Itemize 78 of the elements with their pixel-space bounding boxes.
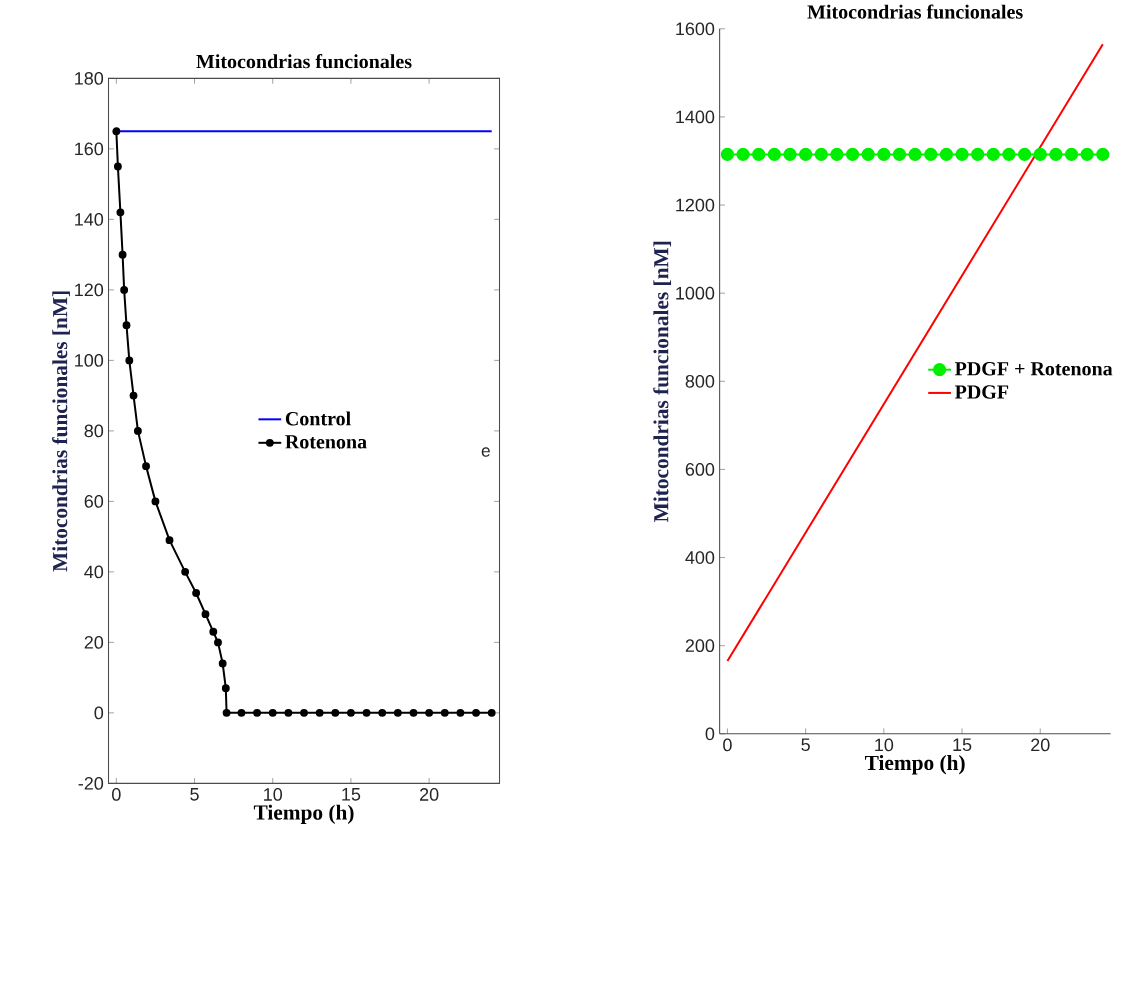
y-tick-label: 200 bbox=[685, 639, 715, 653]
point bbox=[268, 709, 277, 717]
point bbox=[133, 427, 142, 435]
point bbox=[284, 709, 293, 717]
y-axis-title: Mitocondrias funcionales [nM] bbox=[653, 242, 672, 523]
y-tick-label: 1400 bbox=[676, 110, 715, 124]
point bbox=[378, 709, 387, 717]
y-tick-label: 400 bbox=[685, 551, 715, 565]
y-tick-label: 20 bbox=[84, 636, 104, 649]
point bbox=[165, 536, 174, 545]
point bbox=[125, 356, 134, 365]
legend-label: Rotenona bbox=[285, 435, 367, 449]
point bbox=[347, 709, 355, 717]
x-tick-label: 20 bbox=[420, 788, 439, 801]
point bbox=[472, 709, 480, 717]
point bbox=[122, 321, 131, 330]
y-tick-label: 0 bbox=[94, 706, 104, 720]
point bbox=[120, 286, 129, 294]
y-tick-label: 180 bbox=[75, 72, 104, 85]
x-tick-label: 5 bbox=[190, 788, 199, 801]
chart-title: Mitocondrias funcionales bbox=[196, 54, 412, 69]
point bbox=[221, 684, 230, 693]
y-tick-label: 40 bbox=[84, 565, 104, 579]
point bbox=[151, 497, 160, 506]
point bbox=[425, 709, 434, 717]
point bbox=[218, 659, 227, 668]
y-tick-label: 1000 bbox=[676, 286, 715, 300]
point bbox=[300, 709, 308, 717]
y-tick-label: 60 bbox=[84, 495, 104, 508]
y-tick-label: 1600 bbox=[676, 22, 715, 36]
point bbox=[192, 589, 201, 598]
point bbox=[129, 391, 138, 400]
y-tick-label: 600 bbox=[685, 463, 715, 476]
point bbox=[331, 709, 340, 717]
point bbox=[112, 127, 121, 136]
point bbox=[142, 462, 150, 471]
legend-label: Control bbox=[285, 411, 351, 426]
y-tick-label: 120 bbox=[75, 283, 104, 297]
x-axis-title: Tiempo (h) bbox=[253, 804, 354, 825]
y-tick-label: -20 bbox=[78, 777, 104, 790]
y-axis-title: Mitocondrias funcionales [nM] bbox=[52, 291, 70, 572]
x-tick-label: 10 bbox=[875, 738, 894, 752]
x-tick-label: 20 bbox=[1031, 738, 1050, 752]
y-tick-label: 100 bbox=[75, 354, 104, 367]
y-tick-label: 0 bbox=[705, 727, 715, 741]
point bbox=[315, 709, 324, 717]
point bbox=[116, 208, 125, 217]
point bbox=[181, 568, 190, 576]
point bbox=[440, 709, 449, 717]
point bbox=[253, 709, 262, 717]
y-tick-label: 80 bbox=[84, 424, 104, 438]
point bbox=[222, 709, 231, 717]
annotation: e bbox=[481, 447, 490, 457]
chart-title: Mitocondrias funcionales bbox=[807, 4, 1023, 19]
point bbox=[201, 610, 210, 619]
point bbox=[362, 709, 371, 717]
point bbox=[113, 162, 122, 171]
x-tick-label: 15 bbox=[342, 788, 361, 801]
point bbox=[209, 628, 218, 636]
x-tick-label: 5 bbox=[801, 738, 810, 752]
point bbox=[237, 709, 246, 717]
point bbox=[487, 709, 496, 717]
x-tick-label: 10 bbox=[264, 788, 283, 801]
point bbox=[214, 638, 222, 647]
y-tick-label: 140 bbox=[75, 213, 104, 226]
y-tick-label: 800 bbox=[685, 375, 715, 388]
x-axis-title: Tiempo (h) bbox=[864, 755, 965, 775]
point bbox=[409, 709, 418, 717]
legend-label: PDGF + Rotenona bbox=[954, 362, 1113, 376]
y-tick-label: 1200 bbox=[676, 198, 715, 212]
x-tick-label: 0 bbox=[723, 738, 732, 752]
point bbox=[456, 709, 465, 717]
point bbox=[393, 709, 402, 717]
point bbox=[118, 250, 127, 259]
legend-label: PDGF bbox=[954, 385, 1009, 399]
x-tick-label: 0 bbox=[112, 788, 121, 801]
y-tick-label: 160 bbox=[75, 142, 104, 156]
x-tick-label: 15 bbox=[953, 738, 972, 752]
